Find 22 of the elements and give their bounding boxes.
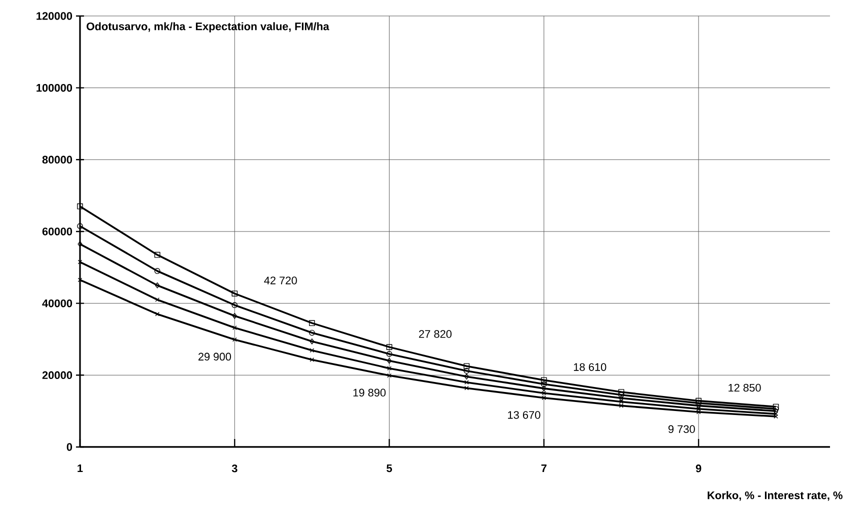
y-tick-label: 100000 xyxy=(36,84,72,92)
y-axis-title: Odotusarvo, mk/ha - Expectation value, FIM/ha xyxy=(86,22,330,32)
annotation: 27 820 xyxy=(419,330,452,338)
x-tick-label: 3 xyxy=(232,464,238,472)
y-tick-label: 20000 xyxy=(42,371,72,380)
x-tick-label: 9 xyxy=(696,464,702,472)
annotation: 42 720 xyxy=(264,276,297,284)
annotation: 9 730 xyxy=(668,425,695,433)
x-tick-label: 1 xyxy=(78,464,83,472)
y-tick-label: 0 xyxy=(66,443,72,451)
x-tick-label: 7 xyxy=(541,464,546,472)
x-tick-label: 5 xyxy=(386,464,392,472)
y-tick-label: 80000 xyxy=(42,156,72,164)
annotation: 18 610 xyxy=(574,363,606,371)
x-axis-title: Korko, % - Interest rate, % xyxy=(708,491,842,501)
annotation: 29 900 xyxy=(198,352,231,361)
y-tick-label: 40000 xyxy=(42,299,72,308)
annotation: 13 670 xyxy=(508,411,540,419)
annotation: 19 890 xyxy=(353,388,386,397)
y-tick-label: 120000 xyxy=(36,12,72,20)
annotation: 12 850 xyxy=(728,384,761,392)
y-tick-label: 60000 xyxy=(42,228,72,236)
